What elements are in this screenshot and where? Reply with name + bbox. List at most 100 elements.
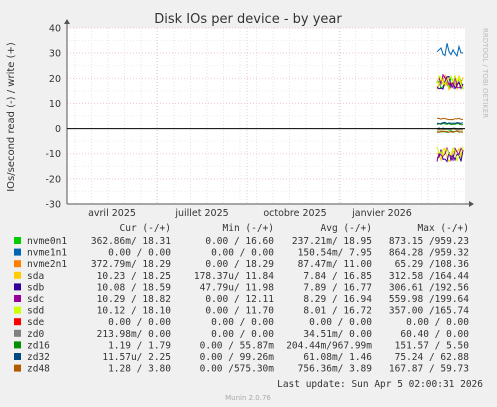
y-tick-label: -10 bbox=[45, 149, 61, 160]
munin-version: Munin 2.0.76 bbox=[225, 394, 271, 402]
legend-max: 167.87 / 59.73 bbox=[389, 364, 469, 375]
watermark: RRDTOOL / TOBI OETIKER bbox=[481, 28, 489, 118]
legend-header-min: Min (-/+) bbox=[223, 223, 274, 234]
legend-avg: 204.44m/967.99m bbox=[286, 340, 372, 351]
legend-name: sda bbox=[27, 271, 44, 282]
series-line-read bbox=[436, 147, 464, 163]
chart-title: Disk IOs per device - by year bbox=[154, 12, 342, 27]
series-line-read bbox=[436, 130, 463, 133]
series-line-write bbox=[436, 74, 464, 90]
last-update: Last update: Sun Apr 5 02:00:31 2026 bbox=[277, 379, 483, 390]
legend-swatch bbox=[14, 260, 21, 268]
legend: Cur (-/+) Min (-/+) Avg (-/+) Max (-/+) … bbox=[14, 223, 469, 375]
legend-header-avg: Avg (-/+) bbox=[321, 223, 372, 234]
legend-min: 0.00 / 18.29 bbox=[205, 259, 274, 270]
legend-avg: 61.08m/ 1.46 bbox=[303, 352, 372, 363]
legend-max: 559.98 /199.64 bbox=[389, 294, 469, 305]
legend-cur: 1.28 / 3.80 bbox=[108, 364, 171, 375]
legend-swatch bbox=[14, 283, 21, 291]
legend-name: nvme0n1 bbox=[27, 236, 67, 247]
legend-cur: 11.57u/ 2.25 bbox=[102, 352, 171, 363]
series-sdb bbox=[436, 76, 464, 163]
legend-cur: 213.98m/ 0.00 bbox=[97, 329, 172, 340]
legend-cur: 10.23 / 18.25 bbox=[97, 271, 171, 282]
legend-min: 0.00 /575.30m bbox=[200, 364, 275, 375]
legend-cur: 1.19 / 1.79 bbox=[108, 340, 171, 351]
series-line-write bbox=[436, 117, 464, 121]
legend-avg: 8.01 / 16.72 bbox=[303, 306, 372, 317]
legend-max: 306.61 /192.56 bbox=[389, 282, 469, 293]
legend-min: 0.00 / 0.00 bbox=[211, 248, 274, 259]
legend-min: 0.00 / 12.11 bbox=[205, 294, 274, 305]
legend-swatch bbox=[14, 306, 21, 314]
legend-min: 47.79u/ 11.98 bbox=[200, 282, 275, 293]
legend-name: sdc bbox=[27, 294, 44, 305]
legend-max: 151.57 / 5.50 bbox=[395, 340, 470, 351]
legend-swatch bbox=[14, 364, 21, 372]
legend-name: sdd bbox=[27, 306, 44, 317]
y-tick-label: 0 bbox=[55, 124, 61, 135]
y-tick-label: 20 bbox=[49, 74, 61, 85]
y-tick-label: -30 bbox=[45, 200, 61, 211]
series-line-write bbox=[436, 122, 464, 126]
y-tick-label: -20 bbox=[45, 174, 61, 185]
series-zd48 bbox=[436, 117, 464, 133]
legend-row: sdd 10.12 / 18.10 0.00 / 11.70 8.01 / 16.72… bbox=[14, 306, 469, 317]
legend-swatch bbox=[14, 353, 21, 360]
legend-cur: 10.12 / 18.10 bbox=[97, 306, 172, 317]
legend-avg: 7.89 / 16.77 bbox=[303, 282, 372, 293]
series-zd32 bbox=[436, 121, 464, 125]
legend-min: 0.00 / 55.87m bbox=[200, 340, 275, 351]
x-tick-label: juillet 2025 bbox=[174, 208, 228, 219]
legend-name: zd48 bbox=[27, 364, 50, 375]
legend-avg: 34.51m/ 0.00 bbox=[303, 329, 372, 340]
legend-max: 873.15 /959.23 bbox=[389, 236, 469, 247]
legend-row: nvme1n1 0.00 / 0.00 0.00 / 0.00 150.54m/ 7.… bbox=[14, 248, 469, 259]
legend-name: sdb bbox=[27, 282, 44, 293]
legend-row: nvme0n1 362.86m/ 18.31 0.00 / 16.60 237.21m… bbox=[14, 236, 469, 247]
y-axis-label: IOs/second read (-) / write (+) bbox=[6, 42, 17, 192]
legend-min: 0.00 / 0.00 bbox=[211, 329, 274, 340]
axes: 40 30 20 10 0 -10 -20 -30 avril 2025 juillet 2025… bbox=[45, 19, 474, 219]
x-tick-label: avril 2025 bbox=[88, 208, 136, 219]
y-tick-label: 10 bbox=[49, 99, 61, 110]
legend-name: sde bbox=[27, 317, 44, 328]
legend-avg: 87.47m/ 11.00 bbox=[298, 259, 373, 270]
legend-avg: 150.54m/ 7.95 bbox=[298, 248, 372, 259]
legend-row: nvme2n1 372.79m/ 18.29 0.00 / 18.29 87.47m/… bbox=[14, 259, 469, 270]
legend-min: 178.37u/ 11.84 bbox=[194, 271, 274, 282]
x-tick-label: octobre 2025 bbox=[263, 208, 326, 219]
legend-swatch bbox=[14, 237, 21, 244]
legend-name: zd16 bbox=[27, 340, 50, 351]
legend-swatch bbox=[14, 329, 21, 337]
series-line-read bbox=[436, 149, 464, 163]
series-line-write bbox=[436, 121, 464, 125]
legend-swatch bbox=[14, 271, 21, 279]
legend-cur: 372.79m/ 18.29 bbox=[91, 259, 171, 270]
legend-min: 0.00 / 99.26m bbox=[200, 352, 275, 363]
legend-swatch bbox=[14, 341, 21, 349]
legend-row: sde 0.00 / 0.00 0.00 / 0.00 0.00 / 0.00 0.00… bbox=[14, 317, 469, 328]
legend-swatch bbox=[14, 248, 21, 256]
legend-header-cur: Cur (-/+) bbox=[120, 223, 171, 234]
series-line-write bbox=[436, 76, 464, 90]
y-tick-label: 40 bbox=[49, 24, 61, 35]
legend-cur: 0.00 / 0.00 bbox=[108, 317, 171, 328]
legend-header-max: Max (-/+) bbox=[418, 223, 469, 234]
legend-max: 312.58 /164.44 bbox=[389, 271, 469, 282]
legend-row: zd0 213.98m/ 0.00 0.00 / 0.00 34.51m/ 0.00 6… bbox=[14, 329, 469, 340]
y-tick-label: 30 bbox=[49, 49, 61, 60]
legend-max: 864.28 /959.32 bbox=[389, 248, 469, 259]
series-line-write bbox=[436, 43, 463, 58]
legend-avg: 7.84 / 16.85 bbox=[303, 271, 372, 282]
legend-max: 357.00 /165.74 bbox=[389, 306, 469, 317]
legend-min: 0.00 / 11.70 bbox=[205, 306, 274, 317]
legend-cur: 362.86m/ 18.31 bbox=[91, 236, 171, 247]
legend-row: sdc 10.29 / 18.82 0.00 / 12.11 8.29 / 16.94… bbox=[14, 294, 469, 305]
legend-avg: 8.29 / 16.94 bbox=[303, 294, 372, 305]
y-axis-arrow bbox=[64, 19, 70, 24]
legend-name: nvme2n1 bbox=[27, 259, 67, 270]
legend-cur: 10.29 / 18.82 bbox=[97, 294, 171, 305]
legend-avg: 756.36m/ 3.89 bbox=[298, 364, 373, 375]
